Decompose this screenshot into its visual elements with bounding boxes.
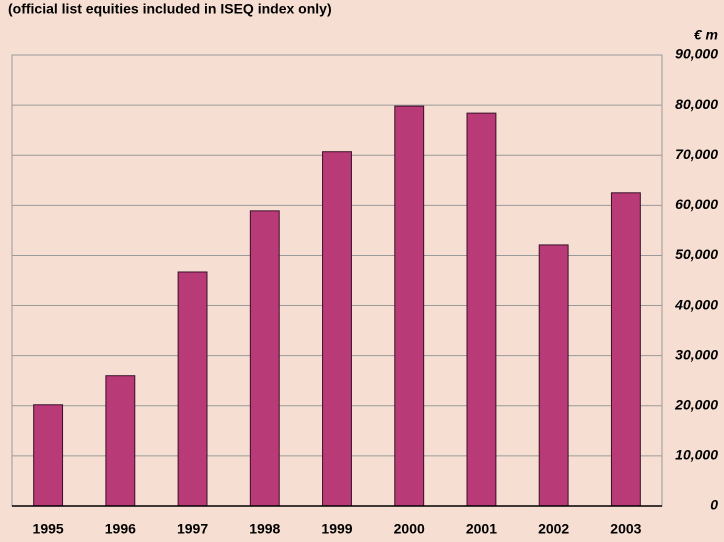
bar [322,151,352,507]
bar [105,375,136,507]
x-tick-label: 1999 [321,521,352,537]
x-tick-label: 2000 [394,521,425,537]
y-tick-label: 10,000 [675,447,718,463]
x-tick-label: 1998 [249,521,280,537]
x-tick-label: 2003 [610,521,641,537]
x-tick-label: 1996 [105,521,136,537]
y-tick-label: 80,000 [675,96,718,112]
x-tick-label: 1997 [177,521,208,537]
y-tick-label: 30,000 [675,346,718,362]
y-tick-label: 40,000 [674,296,718,312]
y-axis-label: € m [694,27,718,43]
bar [249,210,280,507]
bar [394,105,425,507]
bar [177,271,208,507]
bar [610,192,641,507]
x-tick-label: 2001 [466,521,497,537]
y-tick-label: 60,000 [675,196,718,212]
y-tick-label: 20,000 [674,396,718,412]
y-tick-label: 0 [710,497,718,513]
x-tick-label: 1995 [33,521,64,537]
bar [466,112,497,507]
y-tick-label: 70,000 [675,146,718,162]
bar [33,404,64,507]
x-tick-label: 2002 [538,521,569,537]
y-tick-label: 90,000 [675,46,718,62]
y-tick-label: 50,000 [675,246,718,262]
chart-title: (official list equities included in ISEQ… [8,1,332,17]
bar [538,244,569,507]
